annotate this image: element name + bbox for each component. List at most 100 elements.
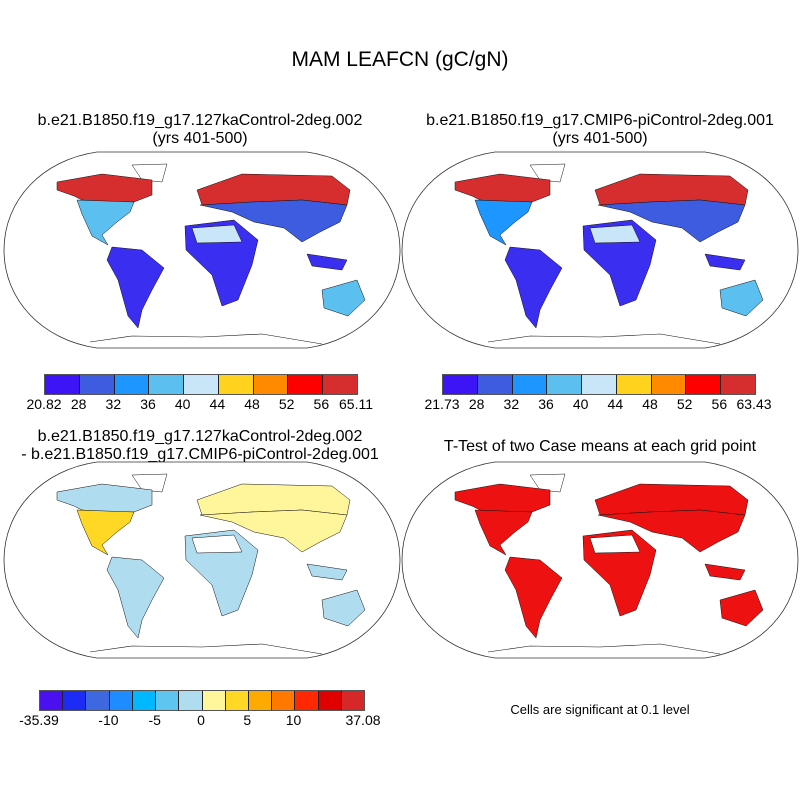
map-panel-2 [401, 151, 799, 349]
region-na-south [474, 509, 533, 556]
colorbar-2 [442, 374, 756, 395]
colorbar-box [616, 375, 652, 394]
colorbar-tick-label: 40 [572, 396, 589, 412]
antarctica-coastline [487, 333, 721, 345]
region-seasia [704, 253, 746, 271]
panel-1-title-line2: (yrs 401-500) [152, 130, 248, 147]
region-sahara [589, 224, 641, 244]
region-eurasia-south [199, 199, 348, 243]
region-samerica [106, 246, 165, 329]
colorbar-tick-label: 65.11 [339, 396, 373, 412]
colorbar-tick-label: 56 [313, 396, 330, 412]
colorbar-tick-label: 52 [676, 396, 693, 412]
colorbar-tick-label: 44 [607, 396, 624, 412]
colorbar-box [582, 375, 617, 394]
colorbar-box [341, 691, 365, 710]
colorbar-tick-label: 48 [642, 396, 658, 412]
colorbar-box [512, 375, 548, 394]
main-title: MAM LEAFCN (gC/gN) [291, 48, 509, 71]
region-samerica [504, 556, 563, 639]
colorbar-tick-label: 56 [711, 396, 728, 412]
colorbar-tick-label: 63.43 [736, 396, 772, 412]
colorbar-tick-label: 28 [468, 396, 485, 412]
colorbar-box [109, 691, 133, 710]
colorbar-tick-label: 32 [105, 396, 122, 412]
region-greenland [529, 473, 566, 493]
colorbar-tick-label: -35.39 [19, 712, 59, 728]
region-seasia [306, 563, 348, 581]
significance-note: Cells are significant at 0.1 level [510, 702, 690, 717]
colorbar-tick-label: 37.08 [345, 712, 381, 728]
panel-3-title-line2: - b.e21.B1850.f19_g17.CMIP6-piControl-2d… [21, 446, 379, 463]
colorbar-box [288, 375, 324, 394]
region-greenland [529, 163, 566, 183]
panel-2-title-line1: b.e21.B1850.f19_g17.CMIP6-piControl-2deg… [426, 112, 774, 129]
colorbar-box [132, 691, 157, 710]
colorbar-box [86, 691, 110, 710]
colorbar-tick-label: 40 [174, 396, 191, 412]
region-australia [719, 279, 764, 317]
antarctica-coastline [89, 643, 323, 655]
colorbar-box [184, 375, 219, 394]
region-samerica [106, 556, 165, 639]
colorbar-box [218, 375, 254, 394]
colorbar-box [253, 375, 289, 394]
colorbar-box [318, 691, 342, 710]
region-eurasia-south [597, 509, 746, 553]
colorbar-box [179, 691, 203, 710]
panel-2-title-line2: (yrs 401-500) [552, 130, 648, 147]
map-panel-3 [3, 461, 401, 659]
colorbar-box [547, 375, 583, 394]
colorbar-box [79, 375, 115, 394]
region-sahara [191, 534, 243, 554]
colorbar-3 [39, 690, 365, 711]
colorbar-tick-label: 52 [278, 396, 295, 412]
colorbar-tick-label: 0 [197, 712, 205, 728]
colorbar-box [272, 691, 296, 710]
panel-3-title: b.e21.B1850.f19_g17.127kaControl-2deg.00… [0, 428, 400, 464]
region-greenland [131, 163, 168, 183]
colorbar-box [45, 375, 80, 394]
colorbar-box [651, 375, 687, 394]
colorbar-tick-label: 21.73 [424, 396, 460, 412]
region-eurasia-south [199, 509, 348, 553]
region-na-south [76, 199, 135, 246]
colorbar-tick-label: 5 [243, 712, 252, 728]
region-australia [321, 279, 366, 317]
colorbar-box [323, 375, 358, 394]
colorbar-tick-label: 48 [244, 396, 260, 412]
colorbar-tick-label: 36 [140, 396, 156, 412]
colorbar-box [225, 691, 249, 710]
colorbar-box [202, 691, 226, 710]
region-australia [321, 589, 366, 627]
colorbar-box [248, 691, 273, 710]
antarctica-coastline [487, 643, 721, 655]
colorbar-box [156, 691, 180, 710]
colorbar-box [295, 691, 319, 710]
region-eurasia-south [597, 199, 746, 243]
panel-1-title: b.e21.B1850.f19_g17.127kaControl-2deg.00… [0, 112, 400, 148]
colorbar-box [443, 375, 478, 394]
colorbar-box [149, 375, 185, 394]
panel-4-title-line1: T-Test of two Case means at each grid po… [443, 438, 757, 455]
colorbar-box [40, 691, 64, 710]
colorbar-tick-label: 32 [503, 396, 520, 412]
region-sahara [589, 534, 641, 554]
region-greenland [131, 473, 168, 493]
panel-2-title: b.e21.B1850.f19_g17.CMIP6-piControl-2deg… [400, 112, 800, 148]
colorbar-tick-label: 28 [70, 396, 87, 412]
region-na-south [76, 509, 135, 556]
region-sahara [191, 224, 243, 244]
colorbar-1 [44, 374, 358, 395]
panel-3-title-line1: b.e21.B1850.f19_g17.127kaControl-2deg.00… [37, 428, 363, 445]
colorbar-box [721, 375, 756, 394]
colorbar-tick-label: 10 [285, 712, 302, 728]
panel-4-title: T-Test of two Case means at each grid po… [400, 438, 800, 456]
colorbar-box [477, 375, 513, 394]
colorbar-tick-label: -5 [148, 712, 161, 728]
colorbar-box [686, 375, 722, 394]
map-panel-4 [401, 461, 799, 659]
colorbar-box [114, 375, 150, 394]
colorbar-box [63, 691, 87, 710]
